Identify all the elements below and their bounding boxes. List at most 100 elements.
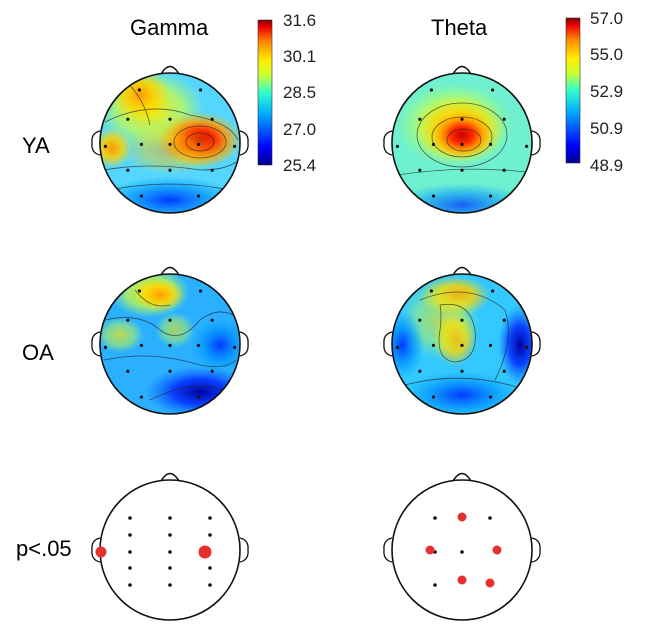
electrode-dot bbox=[126, 117, 130, 121]
ear-outline bbox=[239, 130, 249, 156]
significant-electrode bbox=[198, 545, 212, 559]
electrode-dot bbox=[488, 343, 493, 347]
electrode-dot bbox=[233, 144, 237, 148]
electrode-dot bbox=[168, 168, 172, 172]
significant-electrode bbox=[95, 546, 107, 558]
electrode-dot bbox=[128, 550, 132, 554]
colorbar-theta-tick: 48.9 bbox=[590, 156, 623, 175]
electrode-dot bbox=[208, 583, 212, 587]
ear-outline bbox=[531, 331, 541, 357]
colorbar-theta-tick: 52.9 bbox=[590, 82, 623, 101]
electrode-dot bbox=[491, 88, 495, 92]
electrode-dot bbox=[418, 168, 422, 172]
colorbar-theta-tick: 50.9 bbox=[590, 119, 623, 138]
colorbar-theta-tick: 55.0 bbox=[590, 45, 623, 64]
electrode-dot bbox=[210, 168, 214, 172]
electrode-dot bbox=[525, 345, 529, 349]
electrode-dot bbox=[168, 516, 172, 520]
electrode-dot bbox=[210, 369, 214, 373]
electrode-dot bbox=[433, 583, 437, 587]
significant-electrode bbox=[485, 578, 495, 588]
electrode-dot bbox=[168, 369, 172, 373]
electrode-dot bbox=[488, 395, 493, 399]
electrode-dot bbox=[460, 550, 464, 554]
ear-outline bbox=[91, 537, 101, 563]
electrode-dot bbox=[418, 318, 422, 322]
electrode-dot bbox=[488, 516, 492, 520]
electrode-dot bbox=[208, 566, 212, 570]
electrode-dot bbox=[126, 318, 130, 322]
electrode-dot bbox=[395, 345, 399, 349]
electrode-dot bbox=[196, 142, 201, 146]
ear-outline bbox=[91, 130, 101, 156]
colorbar-gamma-tick: 31.6 bbox=[283, 11, 316, 30]
electrode-dot bbox=[168, 117, 172, 121]
ear-outline bbox=[239, 537, 249, 563]
column-title-theta: Theta bbox=[431, 15, 488, 40]
electrode-dot bbox=[429, 88, 433, 92]
electrode-dot bbox=[128, 516, 132, 520]
electrode-dot bbox=[103, 144, 107, 148]
electrode-dot bbox=[103, 345, 107, 349]
significance-map-gamma bbox=[99, 479, 241, 621]
electrode-dot bbox=[210, 117, 214, 121]
row-label-significance: p<.05 bbox=[16, 536, 72, 561]
significant-electrode bbox=[457, 512, 467, 522]
ear-outline bbox=[383, 130, 393, 156]
electrode-dot bbox=[233, 345, 237, 349]
electrode-dot bbox=[168, 142, 172, 146]
nose-outline bbox=[160, 65, 180, 75]
nose-outline bbox=[452, 266, 472, 276]
electrode-dot bbox=[199, 88, 203, 92]
electrode-dot bbox=[395, 144, 399, 148]
row-label-oa: OA bbox=[22, 340, 54, 365]
electrode-dot bbox=[502, 168, 506, 172]
nose-outline bbox=[452, 65, 472, 75]
electrode-dot bbox=[488, 194, 493, 198]
electrode-dot bbox=[418, 369, 422, 373]
electrode-dot bbox=[196, 395, 201, 399]
colorbar-gamma-tick: 30.1 bbox=[283, 47, 316, 66]
electrode-dot bbox=[128, 583, 132, 587]
row-label-ya: YA bbox=[22, 133, 50, 158]
electrode-dot bbox=[139, 142, 144, 146]
electrode-dot bbox=[208, 533, 212, 537]
topomap-oa-gamma bbox=[99, 273, 241, 415]
electrode-dot bbox=[429, 289, 433, 293]
electrode-dot bbox=[168, 583, 172, 587]
head-outlines bbox=[91, 65, 541, 563]
nose-outline bbox=[160, 472, 180, 482]
electrode-dot bbox=[460, 117, 464, 121]
significance-map-theta bbox=[391, 479, 533, 621]
electrode-dot bbox=[418, 117, 422, 121]
electrode-dot bbox=[196, 343, 201, 347]
electrode-dot bbox=[168, 550, 172, 554]
electrode-dot bbox=[431, 343, 436, 347]
electrode-dot bbox=[502, 369, 506, 373]
electrode-dot bbox=[460, 168, 464, 172]
electrode-dot bbox=[460, 343, 464, 347]
electrode-dot bbox=[168, 566, 172, 570]
significant-electrode bbox=[425, 545, 435, 555]
colorbar-gamma-tick: 27.0 bbox=[283, 120, 316, 139]
electrode-dot bbox=[137, 88, 141, 92]
ear-outline bbox=[383, 537, 393, 563]
electrode-dot bbox=[460, 369, 464, 373]
electrode-dot bbox=[460, 142, 464, 146]
colorbar-theta-tick: 57.0 bbox=[590, 9, 623, 28]
electrode-dot bbox=[139, 395, 144, 399]
electrode-dot bbox=[433, 516, 437, 520]
electrode-dot bbox=[502, 117, 506, 121]
electrode-dot bbox=[431, 395, 436, 399]
electrode-dot bbox=[208, 516, 212, 520]
electrode-markers bbox=[95, 88, 529, 588]
electrode-dot bbox=[196, 194, 201, 198]
electrode-dot bbox=[139, 343, 144, 347]
topomap-ya-theta bbox=[391, 72, 533, 214]
electrode-dot bbox=[137, 289, 141, 293]
electrode-dot bbox=[128, 566, 132, 570]
electrode-dot bbox=[128, 533, 132, 537]
nose-outline bbox=[160, 266, 180, 276]
significant-electrode bbox=[457, 575, 467, 585]
